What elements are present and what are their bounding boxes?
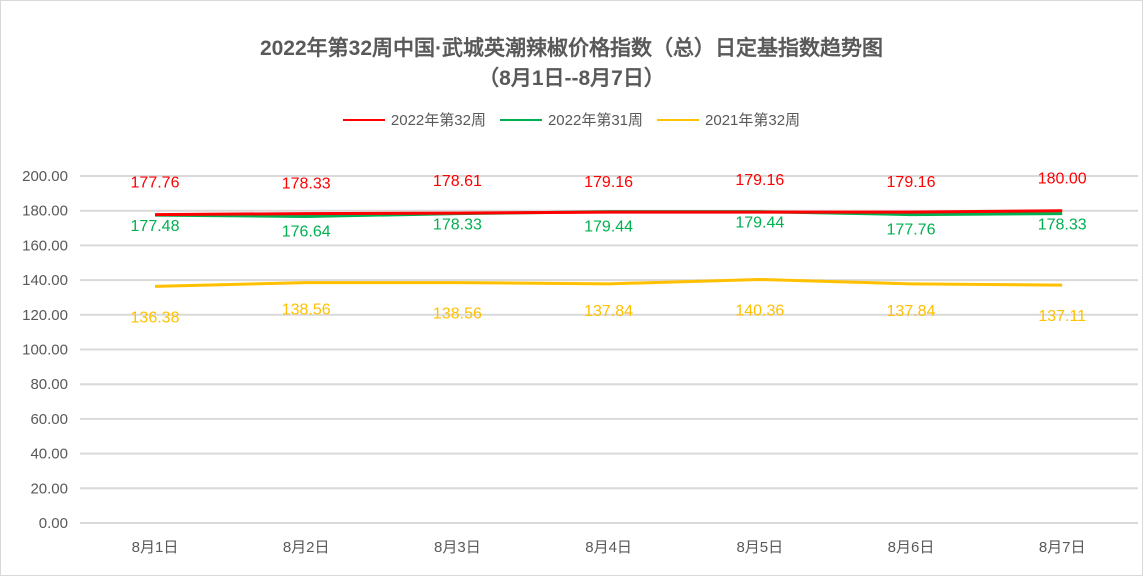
data-label: 177.76 (887, 222, 936, 239)
data-label: 177.76 (131, 175, 180, 192)
y-tick-label: 140.00 (22, 272, 68, 289)
x-tick-label: 8月4日 (585, 539, 632, 556)
data-label: 180.00 (1038, 171, 1087, 188)
y-tick-label: 0.00 (39, 515, 68, 532)
legend-item: 2022年第32周 (342, 109, 486, 130)
data-label: 178.61 (433, 173, 482, 190)
data-label: 179.16 (887, 174, 936, 191)
data-label: 179.44 (584, 219, 633, 236)
legend-label: 2022年第31周 (547, 112, 644, 129)
data-label: 137.84 (887, 303, 936, 320)
data-label: 177.48 (131, 218, 180, 235)
y-tick-label: 20.00 (30, 480, 68, 497)
data-label: 137.84 (584, 303, 633, 320)
x-tick-label: 8月1日 (132, 539, 179, 556)
y-tick-label: 60.00 (30, 411, 68, 428)
y-tick-label: 120.00 (22, 307, 68, 324)
data-label: 178.33 (1038, 217, 1087, 234)
data-label: 136.38 (131, 309, 180, 326)
data-label: 140.36 (735, 302, 784, 319)
legend-item: 2022年第31周 (499, 109, 644, 130)
y-tick-label: 40.00 (30, 446, 68, 463)
y-tick-label: 100.00 (22, 342, 68, 359)
legend-swatch (342, 118, 385, 121)
y-tick-label: 80.00 (30, 376, 68, 393)
chart-subtitle: （8月1日--8月7日） (478, 67, 665, 90)
data-label: 137.11 (1038, 308, 1086, 325)
x-tick-label: 8月5日 (736, 539, 783, 556)
data-label: 138.56 (282, 302, 331, 319)
legend-swatch (499, 118, 542, 121)
data-label: 176.64 (282, 224, 331, 241)
x-tick-label: 8月2日 (283, 539, 330, 556)
series-line (154, 209, 1063, 217)
legend: 2022年第32周 2022年第31周 2021年第32周 (0, 109, 1143, 130)
y-tick-label: 180.00 (22, 203, 68, 220)
x-tick-label: 8月6日 (888, 539, 935, 556)
data-label: 179.44 (735, 215, 784, 232)
data-label: 178.33 (433, 217, 482, 234)
data-label: 138.56 (433, 306, 482, 323)
data-label: 179.16 (735, 172, 784, 189)
series-line (154, 277, 1063, 288)
x-tick-label: 8月7日 (1039, 539, 1086, 556)
legend-item: 2021年第32周 (657, 109, 800, 130)
data-label: 179.16 (584, 174, 633, 191)
legend-label: 2021年第32周 (705, 112, 801, 129)
legend-label: 2022年第32周 (390, 112, 486, 129)
y-tick-label: 200.00 (22, 168, 68, 185)
y-tick-label: 160.00 (22, 237, 68, 254)
chart-title: 2022年第32周中国·武城英潮辣椒价格指数（总）日定基指数趋势图 (259, 37, 884, 60)
legend-swatch (657, 118, 700, 121)
x-tick-label: 8月3日 (434, 539, 481, 556)
data-label: 178.33 (282, 176, 331, 193)
